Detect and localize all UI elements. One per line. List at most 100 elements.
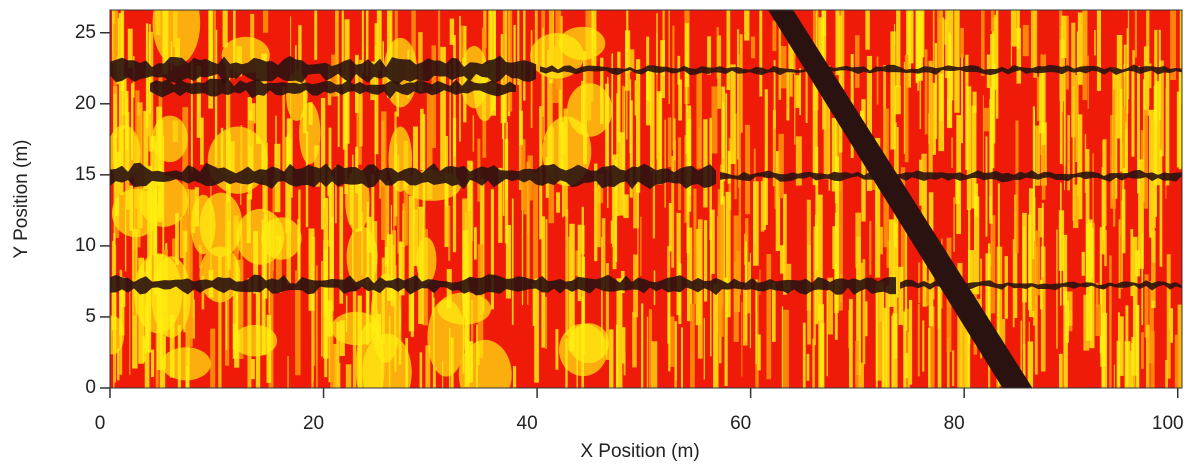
texture-streak (736, 29, 740, 160)
texture-streak (753, 181, 759, 266)
texture-streak (622, 327, 626, 364)
texture-streak (298, 25, 302, 88)
texture-streak (960, 27, 964, 58)
texture-band (150, 78, 516, 99)
texture-streak (1077, 72, 1079, 196)
texture-streak (985, 253, 991, 361)
texture-streak (634, 80, 637, 116)
texture-streak (545, 219, 548, 293)
texture-streak (1041, 202, 1044, 278)
texture-streak (991, 215, 996, 314)
texture-streak (795, 136, 802, 186)
texture-streak (745, 124, 751, 215)
texture-streak (641, 303, 644, 388)
texture-streak (817, 194, 823, 321)
texture-streak (201, 275, 205, 310)
texture-streak (648, 309, 653, 388)
texture-streak (113, 23, 117, 94)
texture-streak (823, 68, 830, 180)
texture-streak (526, 161, 530, 281)
texture-blob (199, 246, 241, 303)
texture-streak (320, 97, 326, 230)
texture-streak (444, 175, 449, 248)
texture-streak (840, 10, 845, 90)
texture-streak (329, 176, 334, 283)
texture-streak (505, 225, 512, 299)
texture-streak (835, 10, 840, 76)
texture-streak (908, 300, 913, 385)
texture-streak (1030, 10, 1036, 71)
texture-streak (263, 142, 268, 251)
x-tick-label: 80 (944, 413, 965, 434)
texture-streak (721, 86, 726, 182)
y-axis-title: Y Position (m) (11, 140, 32, 259)
texture-streak (315, 265, 318, 388)
texture-streak (885, 286, 890, 388)
texture-streak (370, 61, 375, 101)
texture-streak (1141, 332, 1144, 369)
texture-streak (408, 196, 415, 332)
texture-streak (1095, 304, 1102, 336)
texture-streak (750, 36, 756, 59)
texture-streak (837, 181, 843, 311)
texture-streak (585, 10, 592, 121)
texture-streak (997, 183, 1000, 301)
texture-streak (1158, 29, 1161, 121)
texture-streak (449, 18, 455, 45)
x-axis-title: X Position (m) (580, 441, 699, 462)
texture-streak (556, 192, 561, 213)
texture-streak (345, 364, 352, 388)
texture-streak (924, 49, 928, 135)
texture-blob (558, 323, 608, 377)
texture-streak (953, 197, 955, 252)
texture-streak (1084, 134, 1087, 193)
texture-streak (513, 366, 517, 388)
texture-streak (330, 286, 334, 388)
texture-streak (609, 329, 614, 388)
texture-streak (324, 280, 328, 378)
texture-streak (875, 137, 881, 278)
texture-streak (730, 64, 736, 165)
texture-streak (420, 108, 424, 171)
texture-streak (425, 345, 431, 388)
texture-streak (981, 10, 985, 77)
texture-streak (196, 65, 201, 138)
texture-streak (673, 118, 676, 161)
texture-streak (379, 10, 382, 63)
texture-streak (656, 91, 662, 185)
texture-streak (527, 234, 529, 305)
texture-streak (111, 281, 117, 331)
texture-band (540, 64, 1182, 76)
texture-streak (982, 95, 984, 176)
texture-streak (1177, 304, 1182, 388)
texture-blob (346, 226, 378, 288)
texture-streak (365, 10, 369, 77)
texture-streak (596, 185, 601, 248)
texture-streak (1121, 106, 1126, 168)
texture-streak (382, 41, 385, 85)
texture-streak (672, 25, 675, 150)
texture-streak (1155, 81, 1160, 186)
texture-streak (314, 145, 320, 187)
texture-streak (678, 79, 683, 121)
texture-streak (749, 253, 751, 349)
texture-streak (755, 279, 757, 365)
texture-blob (133, 253, 183, 334)
texture-streak (633, 184, 639, 229)
texture-streak (645, 67, 652, 126)
texture-streak (1151, 187, 1155, 251)
x-tick-label: 20 (303, 413, 324, 434)
texture-streak (925, 280, 929, 306)
texture-streak (831, 117, 836, 192)
texture-streak (866, 55, 873, 192)
texture-streak (334, 166, 337, 224)
texture-streak (1116, 35, 1123, 139)
texture-streak (896, 127, 899, 191)
texture-streak (946, 64, 953, 129)
texture-streak (725, 93, 728, 174)
texture-streak (440, 46, 446, 171)
texture-streak (1113, 364, 1115, 388)
texture-streak (577, 224, 582, 302)
texture-streak (240, 236, 243, 322)
texture-streak (114, 151, 120, 217)
